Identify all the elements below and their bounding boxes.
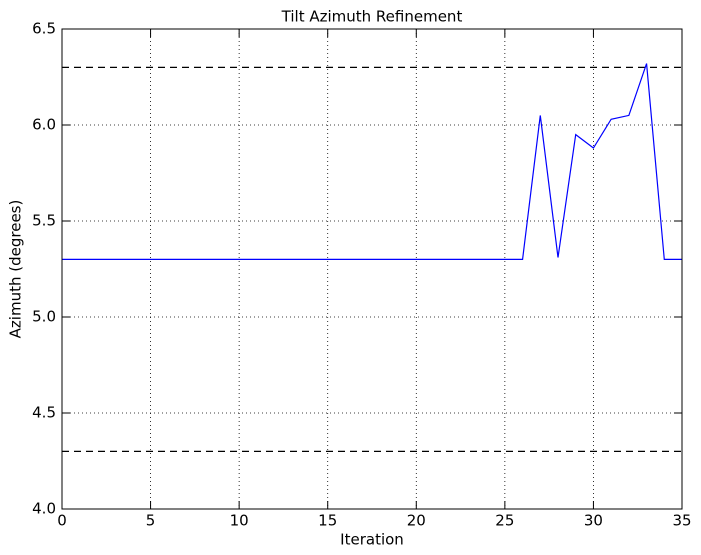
data-line xyxy=(62,63,682,260)
y-tick-label: 5.0 xyxy=(32,308,56,326)
x-tick-label: 15 xyxy=(318,512,337,530)
y-tick-label: 6.5 xyxy=(32,20,56,38)
y-tick-label: 5.5 xyxy=(32,212,56,230)
chart-title: Tilt Azimuth Refinement xyxy=(281,8,463,26)
plot-frame xyxy=(61,28,683,510)
y-tick-label: 4.0 xyxy=(32,500,56,518)
x-tick-label: 0 xyxy=(57,512,67,530)
x-tick-label: 25 xyxy=(495,512,514,530)
x-tick-label: 5 xyxy=(146,512,156,530)
y-tick-label: 4.5 xyxy=(32,404,56,422)
x-tick-label: 30 xyxy=(584,512,603,530)
x-tick-label: 10 xyxy=(230,512,249,530)
x-tick-label: 20 xyxy=(407,512,426,530)
x-axis-label: Iteration xyxy=(340,531,404,549)
x-tick-label: 35 xyxy=(672,512,691,530)
y-tick-label: 6.0 xyxy=(32,116,56,134)
y-axis-label: Azimuth (degrees) xyxy=(7,200,25,339)
